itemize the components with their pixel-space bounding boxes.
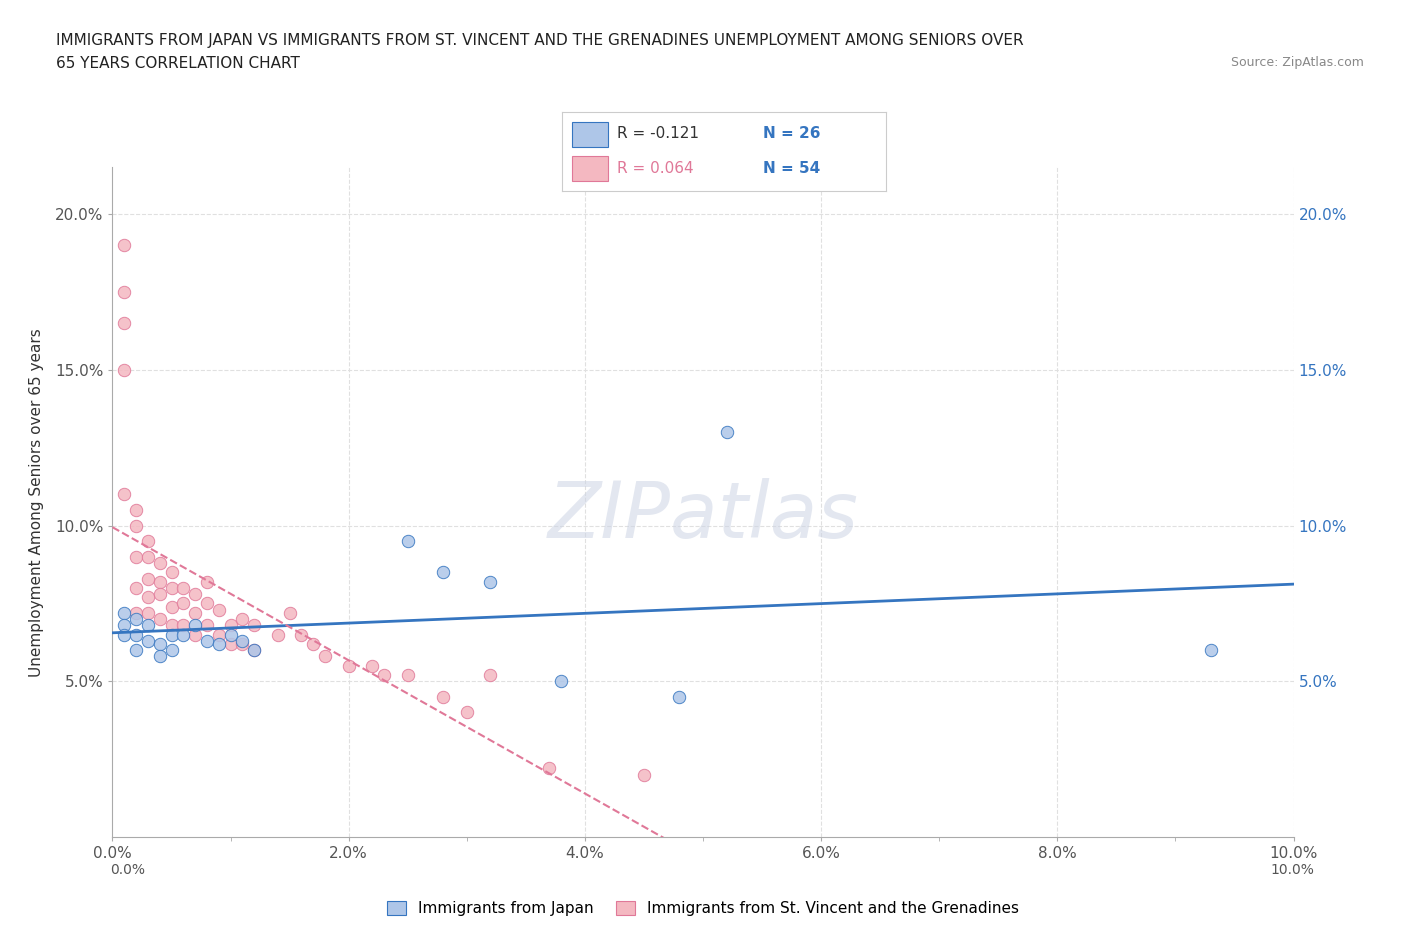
Point [195, 574, 218, 589]
Point [172, 580, 194, 595]
Point [243, 643, 266, 658]
Point [550, 674, 572, 689]
Point [149, 574, 172, 589]
Point [125, 580, 148, 595]
Point [396, 534, 419, 549]
Point [278, 605, 301, 620]
Point [396, 668, 419, 683]
Text: Source: ZipAtlas.com: Source: ZipAtlas.com [1230, 56, 1364, 69]
Text: ZIPatlas: ZIPatlas [547, 478, 859, 553]
Point [149, 555, 172, 570]
Point [314, 649, 336, 664]
Point [112, 487, 135, 502]
Point [172, 627, 194, 642]
Point [219, 627, 242, 642]
Text: N = 26: N = 26 [763, 126, 820, 141]
Point [243, 618, 266, 632]
Point [172, 596, 194, 611]
Point [361, 658, 384, 673]
Point [479, 668, 502, 683]
Point [432, 565, 454, 579]
Point [1199, 643, 1222, 658]
Point [184, 587, 207, 602]
Point [290, 627, 312, 642]
Point [302, 636, 325, 651]
Point [125, 605, 148, 620]
Point [633, 767, 655, 782]
Point [136, 618, 159, 632]
Point [112, 618, 135, 632]
Point [195, 633, 218, 648]
Point [136, 571, 159, 586]
Point [479, 574, 502, 589]
Point [136, 633, 159, 648]
Point [219, 636, 242, 651]
Point [136, 534, 159, 549]
Text: R = -0.121: R = -0.121 [617, 126, 699, 141]
Text: 65 YEARS CORRELATION CHART: 65 YEARS CORRELATION CHART [56, 56, 299, 71]
Point [160, 580, 183, 595]
Point [195, 618, 218, 632]
Point [149, 612, 172, 627]
Point [149, 636, 172, 651]
Text: IMMIGRANTS FROM JAPAN VS IMMIGRANTS FROM ST. VINCENT AND THE GRENADINES UNEMPLOY: IMMIGRANTS FROM JAPAN VS IMMIGRANTS FROM… [56, 33, 1024, 47]
Point [538, 761, 561, 776]
Point [112, 315, 135, 330]
Point [231, 612, 253, 627]
Point [184, 618, 207, 632]
Point [125, 518, 148, 533]
Point [125, 612, 148, 627]
Point [160, 599, 183, 614]
FancyBboxPatch shape [572, 156, 607, 181]
Point [112, 627, 135, 642]
Point [219, 618, 242, 632]
Point [456, 705, 478, 720]
Point [716, 425, 738, 440]
Text: 10.0%: 10.0% [1271, 862, 1315, 877]
FancyBboxPatch shape [572, 122, 607, 147]
Point [125, 643, 148, 658]
Point [112, 285, 135, 299]
Point [267, 627, 290, 642]
Point [149, 587, 172, 602]
Point [337, 658, 360, 673]
Point [125, 502, 148, 517]
Point [149, 649, 172, 664]
Y-axis label: Unemployment Among Seniors over 65 years: Unemployment Among Seniors over 65 years [30, 328, 44, 677]
Text: N = 54: N = 54 [763, 161, 820, 176]
Point [172, 618, 194, 632]
Point [160, 618, 183, 632]
Point [160, 565, 183, 579]
Point [112, 605, 135, 620]
Point [373, 668, 395, 683]
Point [231, 633, 253, 648]
Point [243, 643, 266, 658]
Point [208, 627, 231, 642]
Point [668, 689, 690, 704]
Point [195, 596, 218, 611]
Point [184, 605, 207, 620]
Point [112, 363, 135, 378]
Point [208, 603, 231, 618]
Point [125, 627, 148, 642]
Point [136, 590, 159, 604]
Point [160, 643, 183, 658]
Point [125, 550, 148, 565]
Point [208, 636, 231, 651]
Point [112, 238, 135, 253]
Text: R = 0.064: R = 0.064 [617, 161, 695, 176]
Point [184, 627, 207, 642]
Point [136, 605, 159, 620]
Text: 0.0%: 0.0% [110, 862, 145, 877]
Point [136, 550, 159, 565]
Point [432, 689, 454, 704]
Point [231, 636, 253, 651]
Point [160, 627, 183, 642]
Legend: Immigrants from Japan, Immigrants from St. Vincent and the Grenadines: Immigrants from Japan, Immigrants from S… [387, 901, 1019, 916]
